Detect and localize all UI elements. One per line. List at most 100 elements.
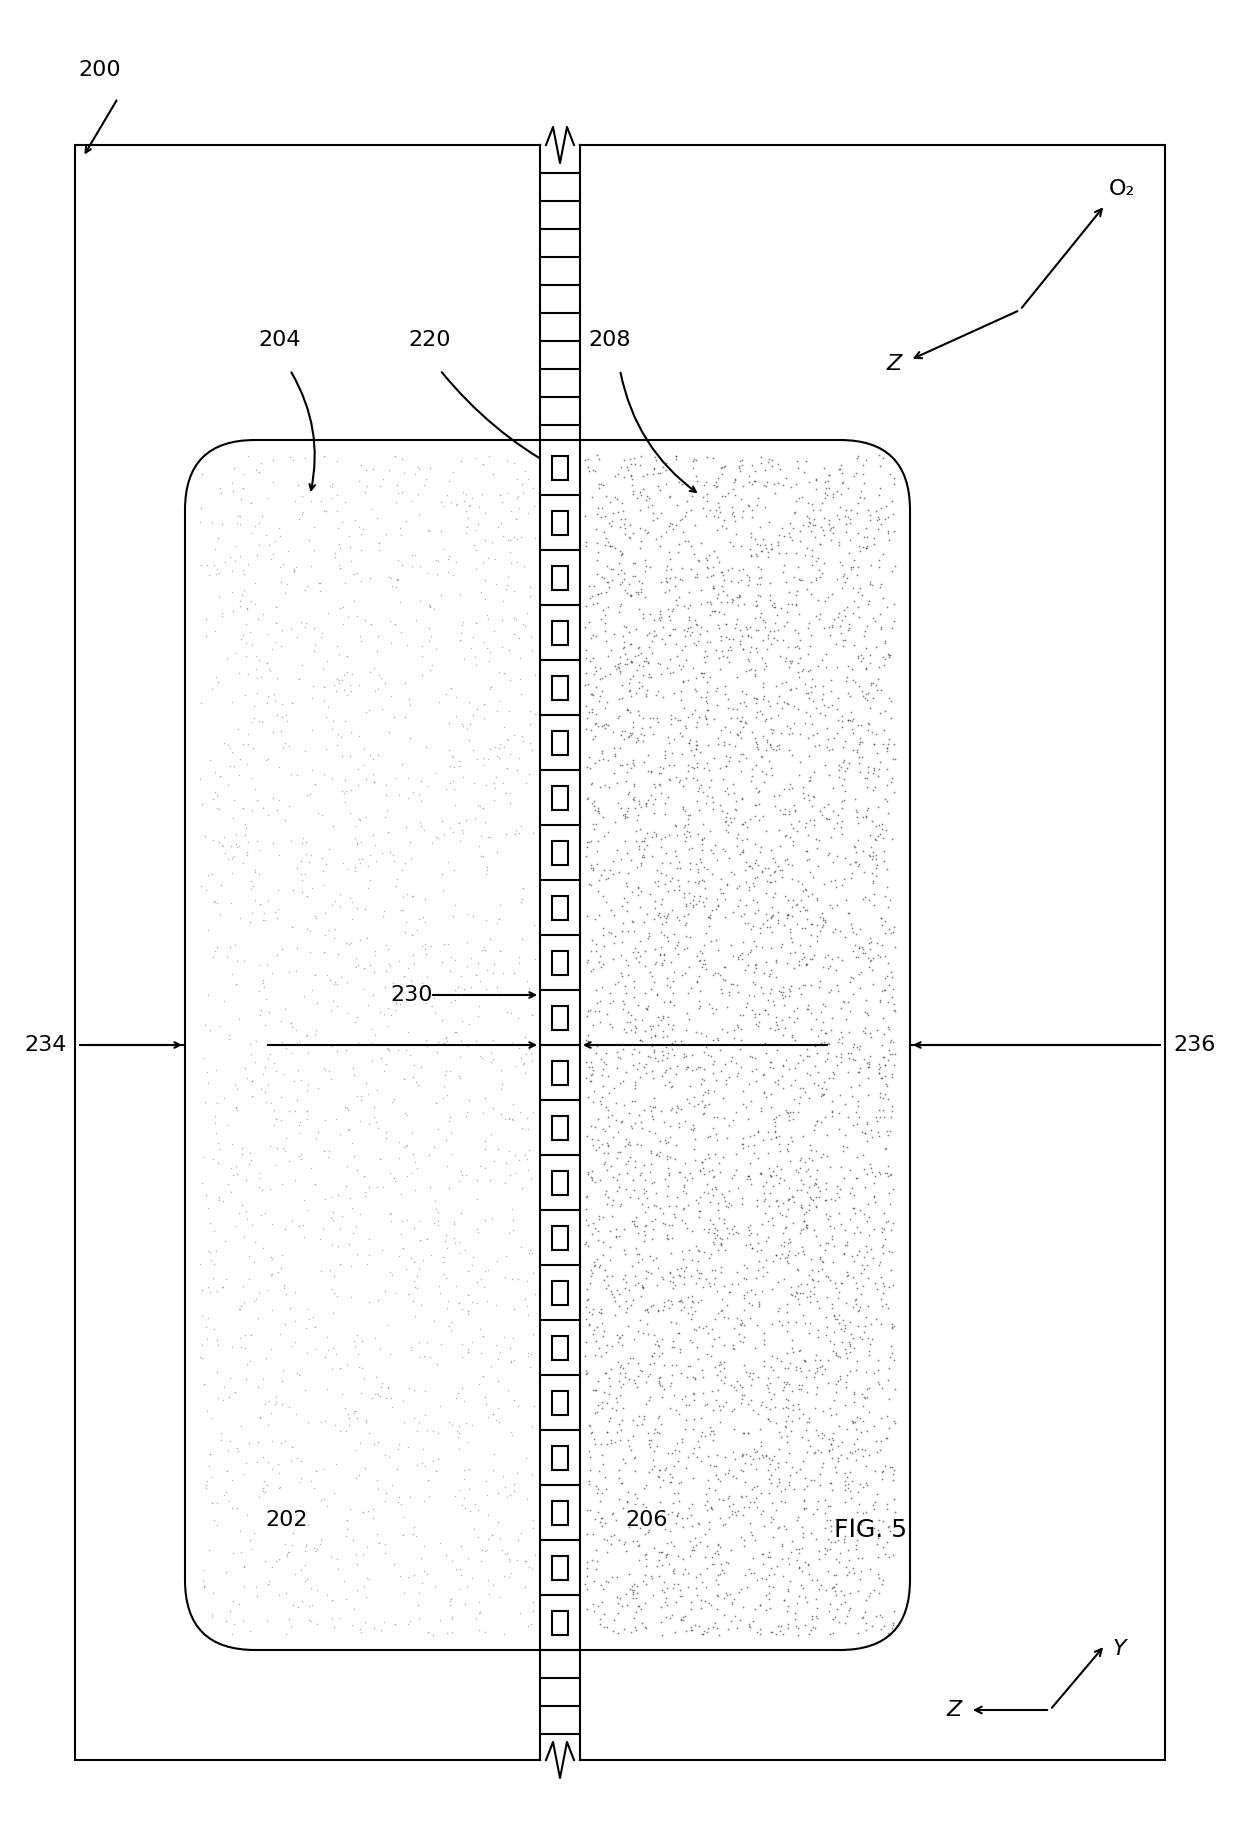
Point	[785, 615, 805, 645]
Point	[759, 1444, 779, 1473]
Point	[613, 1353, 632, 1382]
Point	[826, 1400, 846, 1429]
Point	[582, 694, 601, 723]
Bar	[552, 1555, 568, 1579]
Point	[869, 747, 889, 776]
Point	[714, 1601, 734, 1630]
Point	[795, 1307, 815, 1337]
Point	[758, 1222, 777, 1251]
Point	[760, 630, 780, 659]
Point	[753, 524, 773, 554]
Point	[649, 867, 668, 896]
Point	[777, 1386, 797, 1415]
Point	[611, 555, 631, 585]
Point	[862, 860, 882, 889]
Point	[284, 555, 304, 585]
Point	[672, 565, 692, 594]
Point	[489, 1134, 508, 1164]
Point	[732, 825, 751, 854]
Point	[740, 1508, 760, 1537]
Point	[857, 985, 877, 1014]
Point	[682, 1056, 702, 1085]
Point	[849, 932, 869, 961]
Point	[590, 1610, 610, 1639]
Point	[636, 1256, 656, 1286]
Point	[672, 1236, 692, 1266]
Point	[712, 586, 732, 615]
Point	[760, 617, 780, 646]
Point	[579, 1470, 599, 1499]
Point	[449, 1062, 469, 1091]
Point	[844, 832, 864, 861]
Point	[859, 821, 879, 850]
Point	[873, 444, 893, 473]
Point	[440, 1592, 460, 1621]
Point	[389, 1242, 409, 1271]
Point	[739, 1360, 759, 1389]
Point	[439, 1105, 459, 1134]
Point	[657, 1145, 677, 1175]
Point	[246, 590, 265, 619]
Point	[291, 860, 311, 889]
Point	[374, 803, 394, 832]
Point	[456, 497, 476, 526]
Point	[217, 645, 237, 674]
Point	[650, 1546, 670, 1575]
Point	[678, 900, 698, 929]
Point	[298, 1564, 317, 1593]
Point	[792, 1511, 812, 1541]
Point	[678, 728, 698, 758]
Point	[389, 947, 409, 976]
Point	[877, 1493, 897, 1522]
Point	[655, 1107, 675, 1136]
Point	[805, 1111, 825, 1140]
Point	[332, 1202, 352, 1231]
Point	[662, 1034, 682, 1063]
Point	[697, 1389, 717, 1419]
Point	[821, 1400, 841, 1429]
Point	[624, 1051, 644, 1080]
Point	[467, 1267, 487, 1297]
Point	[749, 788, 769, 818]
Point	[520, 696, 539, 725]
Point	[841, 697, 861, 727]
Point	[405, 1067, 425, 1096]
Point	[754, 685, 774, 714]
Point	[222, 858, 242, 887]
Point	[797, 1588, 817, 1617]
Point	[801, 517, 821, 546]
Point	[823, 479, 843, 508]
Point	[818, 1437, 838, 1466]
Point	[470, 792, 490, 821]
Point	[779, 774, 799, 803]
Point	[365, 1322, 384, 1351]
Point	[305, 630, 325, 659]
Point	[401, 725, 420, 754]
Point	[683, 1287, 703, 1317]
Point	[211, 761, 231, 790]
Point	[419, 656, 439, 685]
Point	[786, 581, 806, 610]
Point	[689, 1196, 709, 1226]
Point	[678, 603, 698, 632]
Point	[797, 905, 817, 934]
Point	[816, 639, 836, 668]
Point	[873, 1083, 893, 1113]
Point	[445, 490, 465, 519]
Point	[641, 1426, 661, 1455]
Point	[878, 519, 898, 548]
Point	[717, 1291, 737, 1320]
Point	[583, 1011, 603, 1040]
Point	[687, 1530, 707, 1559]
Point	[296, 827, 316, 856]
Point	[590, 654, 610, 683]
Point	[517, 967, 537, 996]
Point	[760, 1047, 780, 1076]
Point	[249, 645, 269, 674]
Point	[852, 1542, 872, 1572]
Point	[480, 1165, 500, 1195]
Point	[640, 554, 660, 583]
Point	[639, 646, 658, 676]
Point	[802, 535, 822, 565]
Point	[451, 980, 471, 1009]
